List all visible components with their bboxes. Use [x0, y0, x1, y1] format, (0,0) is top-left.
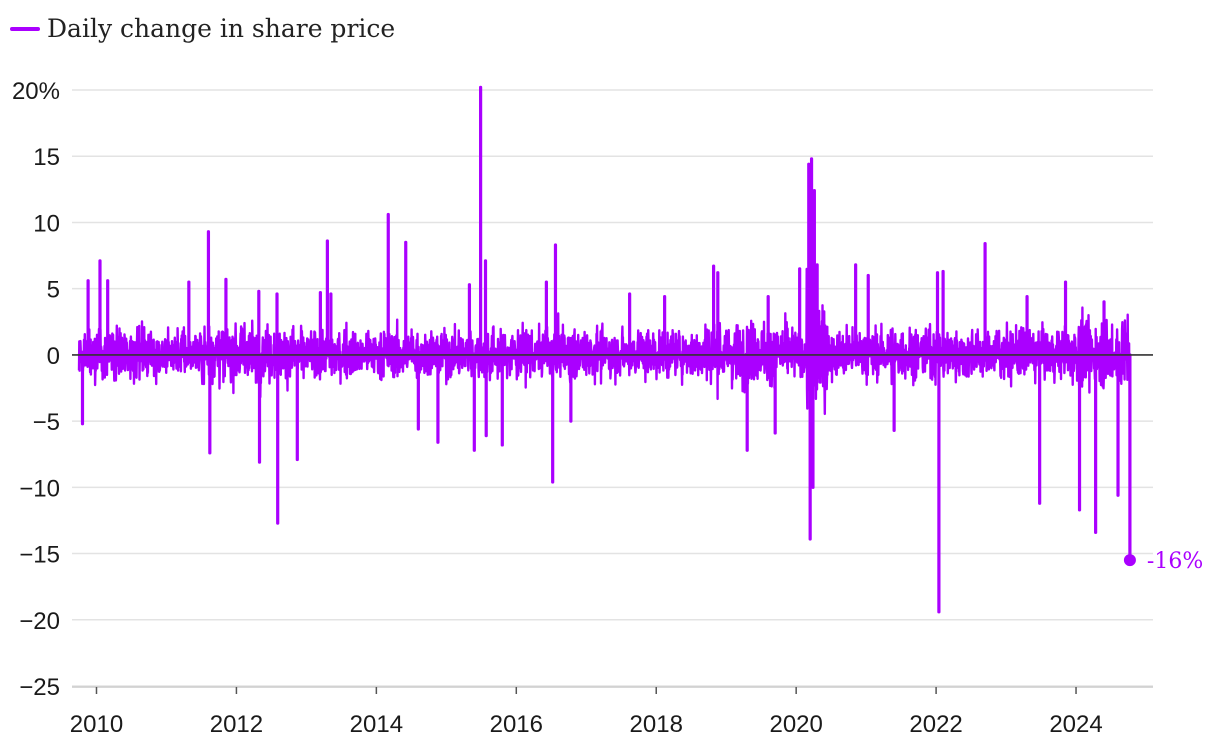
x-tick-label: 2014 [350, 711, 403, 738]
y-tick-label: 15 [33, 144, 60, 171]
x-tick-label: 2010 [70, 711, 123, 738]
y-tick-label: −15 [19, 542, 60, 569]
y-tick-label: 10 [33, 210, 60, 237]
series-line [77, 86, 1132, 613]
x-tick-label: 2012 [210, 711, 263, 738]
gridlines [72, 89, 1153, 687]
y-tick-label: 5 [47, 277, 60, 304]
x-tick-label: 2024 [1049, 711, 1102, 738]
y-tick-label: −10 [19, 475, 60, 502]
end-point-marker [1123, 554, 1136, 567]
legend: Daily change in share price [10, 14, 395, 43]
y-tick-label: 0 [47, 343, 60, 370]
x-tick-label: 2022 [909, 711, 962, 738]
end-point-label: -16% [1147, 549, 1203, 574]
x-tick-label: 2016 [490, 711, 543, 738]
y-axis: 20% 15 10 5 0 −5 −10 −15 −20 −25 [12, 78, 60, 701]
y-tick-label: −5 [33, 409, 60, 436]
legend-label: Daily change in share price [47, 14, 396, 43]
y-tick-label: −25 [19, 674, 60, 701]
x-tick-label: 2020 [769, 711, 822, 738]
x-tick-label: 2018 [630, 711, 683, 738]
legend-swatch [10, 26, 40, 31]
y-tick-label: −20 [19, 608, 60, 635]
x-axis: 2010 2012 2014 2016 2018 2020 2022 2024 [70, 686, 1153, 738]
y-tick-label: 20% [12, 78, 60, 105]
plot-area: -16% [72, 85, 1203, 614]
